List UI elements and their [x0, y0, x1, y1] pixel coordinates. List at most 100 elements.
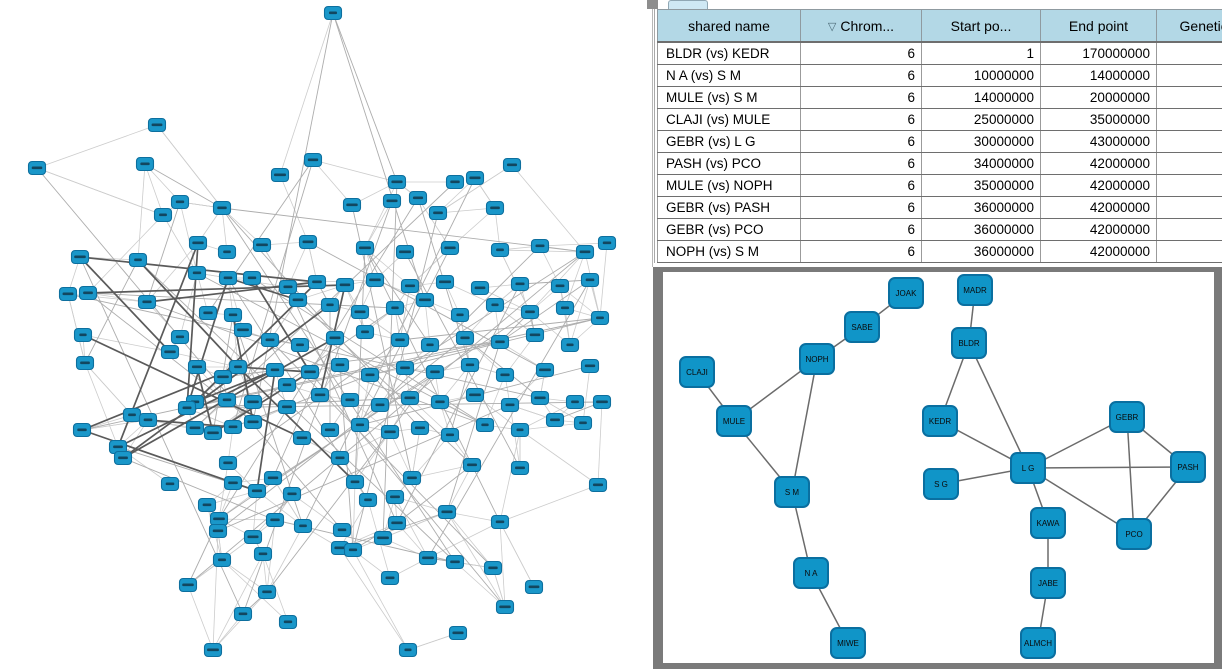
network-node[interactable] [425, 364, 445, 380]
network-node[interactable] [138, 412, 158, 428]
network-node-miwe[interactable]: MIWE [830, 627, 866, 659]
network-node[interactable] [58, 286, 78, 302]
network-node[interactable] [387, 515, 407, 531]
network-node[interactable] [257, 584, 277, 600]
network-node[interactable] [475, 417, 495, 433]
network-node[interactable] [408, 190, 428, 206]
table-row[interactable]: NOPH (vs) S M636000000420000009.9 [657, 240, 1222, 263]
network-node-bldr[interactable]: BLDR [951, 327, 987, 359]
network-node[interactable] [550, 278, 570, 294]
network-node[interactable] [310, 387, 330, 403]
network-node[interactable] [178, 577, 198, 593]
network-node[interactable] [203, 425, 223, 441]
network-node[interactable] [460, 357, 480, 373]
network-node-kedr[interactable]: KEDR [922, 405, 958, 437]
network-node-pash[interactable]: PASH [1170, 451, 1206, 483]
network-node[interactable] [490, 334, 510, 350]
network-node[interactable] [137, 294, 157, 310]
network-node[interactable] [565, 394, 585, 410]
network-node[interactable] [188, 235, 208, 251]
network-node-joak[interactable]: JOAK [888, 277, 924, 309]
network-node[interactable] [212, 552, 232, 568]
network-node[interactable] [455, 330, 475, 346]
overview-network-canvas[interactable] [0, 0, 652, 669]
network-node[interactable] [465, 170, 485, 186]
network-node[interactable] [223, 419, 243, 435]
network-node[interactable] [78, 285, 98, 301]
network-node[interactable] [307, 274, 327, 290]
network-node-na[interactable]: N A [793, 557, 829, 589]
network-node[interactable] [277, 377, 297, 393]
network-node[interactable] [415, 292, 435, 308]
network-node-sabe[interactable]: SABE [844, 311, 880, 343]
network-node-noph[interactable]: NOPH [799, 343, 835, 375]
column-header-endpoint[interactable]: End point [1040, 9, 1157, 43]
network-node[interactable] [382, 193, 402, 209]
network-node[interactable] [330, 357, 350, 373]
network-node[interactable] [160, 344, 180, 360]
network-node[interactable] [330, 450, 350, 466]
network-node[interactable] [213, 369, 233, 385]
network-node[interactable] [170, 329, 190, 345]
window-splitter[interactable] [652, 0, 653, 267]
detail-network-canvas[interactable]: JOAK SABE NOPH CLAJI MULE S M N A MIWE MADR BLDR K… [663, 272, 1214, 663]
network-node[interactable] [160, 476, 180, 492]
network-node[interactable] [485, 200, 505, 216]
network-node-madr[interactable]: MADR [957, 274, 993, 306]
network-node[interactable] [510, 276, 530, 292]
network-node[interactable] [520, 304, 540, 320]
network-node[interactable] [75, 355, 95, 371]
network-node-sg[interactable]: S G [923, 468, 959, 500]
network-node[interactable] [282, 486, 302, 502]
network-node-gebr[interactable]: GEBR [1109, 401, 1145, 433]
column-header-sharedname[interactable]: shared name [657, 9, 801, 43]
network-node[interactable] [490, 242, 510, 258]
network-node[interactable] [380, 424, 400, 440]
network-node[interactable] [575, 244, 595, 260]
table-row[interactable]: GEBR (vs) PCO636000000420000008.4 [657, 218, 1222, 241]
network-node[interactable] [395, 244, 415, 260]
network-node[interactable] [350, 417, 370, 433]
network-node[interactable] [470, 280, 490, 296]
network-node[interactable] [147, 117, 167, 133]
network-node[interactable] [187, 359, 207, 375]
network-node[interactable] [483, 560, 503, 576]
network-node-kawa[interactable]: KAWA [1030, 507, 1066, 539]
network-node[interactable] [70, 249, 90, 265]
filter-icon[interactable]: ▽ [827, 20, 837, 33]
network-node[interactable] [535, 362, 555, 378]
network-node[interactable] [373, 530, 393, 546]
network-node[interactable] [597, 235, 617, 251]
network-node[interactable] [510, 460, 530, 476]
network-node[interactable] [400, 390, 420, 406]
network-node[interactable] [72, 422, 92, 438]
network-node[interactable] [122, 407, 142, 423]
network-node[interactable] [197, 497, 217, 513]
network-node[interactable] [292, 430, 312, 446]
network-node[interactable] [342, 197, 362, 213]
network-node[interactable] [247, 483, 267, 499]
network-node[interactable] [290, 337, 310, 353]
network-node[interactable] [278, 614, 298, 630]
network-node[interactable] [590, 310, 610, 326]
network-node[interactable] [398, 642, 418, 658]
network-node[interactable] [343, 542, 363, 558]
network-node[interactable] [380, 570, 400, 586]
network-node[interactable] [263, 470, 283, 486]
network-node[interactable] [545, 412, 565, 428]
network-node[interactable] [410, 420, 430, 436]
table-row[interactable]: BLDR (vs) KEDR61170000000192.0 [657, 42, 1222, 65]
network-node[interactable] [530, 390, 550, 406]
splitter-handle[interactable] [647, 0, 658, 9]
network-node[interactable] [430, 394, 450, 410]
network-node[interactable] [209, 511, 229, 527]
network-node[interactable] [420, 337, 440, 353]
table-row[interactable]: GEBR (vs) L G6300000004300000016.9 [657, 130, 1222, 153]
table-row[interactable]: MULE (vs) S M614000000200000007.5 [657, 86, 1222, 109]
network-node[interactable] [485, 297, 505, 313]
network-node[interactable] [495, 367, 515, 383]
network-node-pco[interactable]: PCO [1116, 518, 1152, 550]
network-node[interactable] [293, 518, 313, 534]
network-node[interactable] [573, 415, 593, 431]
network-node[interactable] [395, 360, 415, 376]
